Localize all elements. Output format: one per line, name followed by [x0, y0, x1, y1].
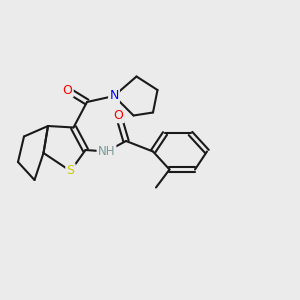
Text: O: O [63, 83, 72, 97]
Text: N: N [109, 89, 119, 103]
Text: O: O [114, 109, 123, 122]
Text: S: S [67, 164, 74, 178]
Text: NH: NH [98, 145, 115, 158]
